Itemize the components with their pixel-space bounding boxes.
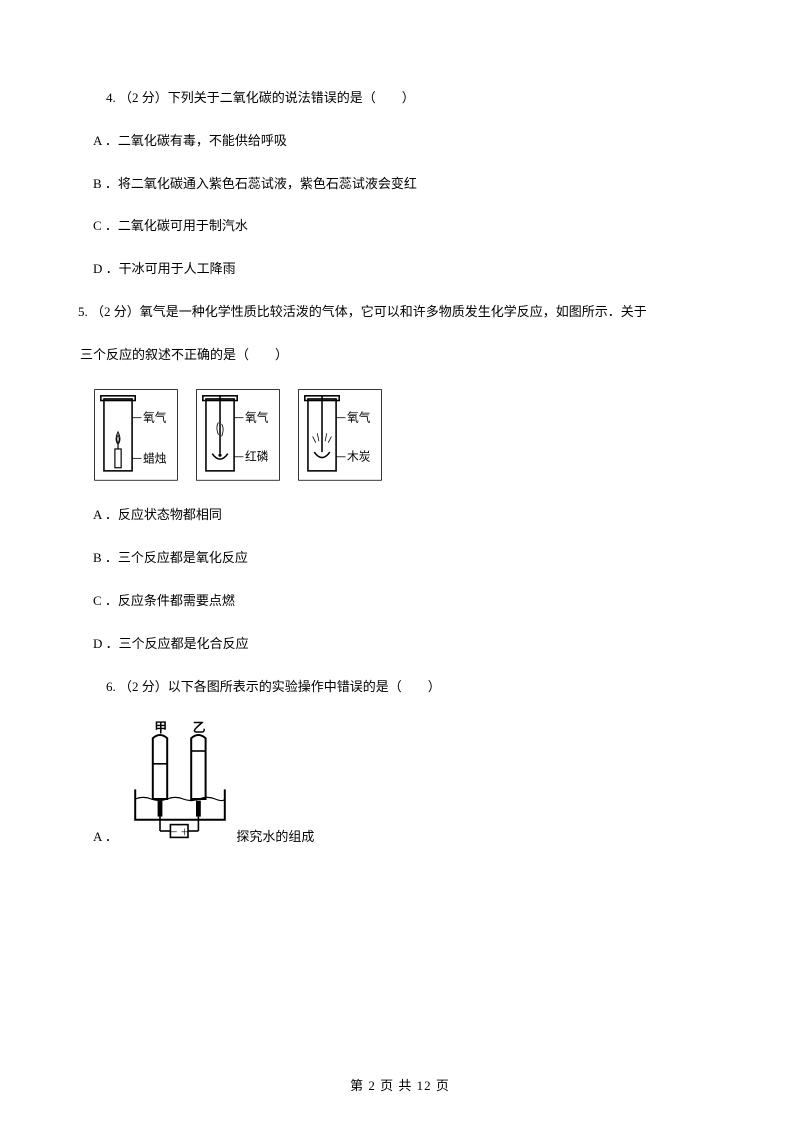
q6-opt-a-row: A ． 甲 乙 － ＋ 探究水的组成	[80, 719, 720, 847]
label-right-tube: 乙	[193, 721, 206, 735]
q4-opt-b: B ．将二氧化碳通入紫色石蕊试液，紫色石蕊试液会变红	[80, 174, 720, 195]
label-left-tube: 甲	[155, 721, 168, 735]
q5-opt-d: D ．三个反应都是化合反应	[80, 634, 720, 655]
q5-stem-line1: 5. （2 分）氧气是一种化学性质比较活泼的气体，它可以和许多物质发生化学反应，…	[52, 302, 720, 323]
q5-stem-line2: 三个反应的叙述不正确的是（ ）	[80, 345, 720, 366]
label-gas-3: 氧气	[347, 410, 371, 424]
q5-figure-row: 氧气 蜡烛 氧气 红磷	[93, 388, 720, 482]
q5-opt-c: C ．反应条件都需要点燃	[80, 591, 720, 612]
label-item-2: 红磷	[245, 449, 269, 463]
q6-opt-a-tail: 探究水的组成	[236, 827, 314, 848]
q4-opt-a: A ．二氧化碳有毒，不能供给呼吸	[80, 131, 720, 152]
electrolysis-diagram: 甲 乙 － ＋	[124, 719, 236, 847]
q4-opt-c: C ．二氧化碳可用于制汽水	[80, 216, 720, 237]
q5-opt-b: B ．三个反应都是氧化反应	[80, 548, 720, 569]
q5-opt-a: A ．反应状态物都相同	[80, 505, 720, 526]
jar-candle-diagram: 氧气 蜡烛	[93, 388, 179, 482]
q4-opt-d: D ．干冰可用于人工降雨	[80, 259, 720, 280]
page-footer: 第 2 页 共 12 页	[0, 1075, 800, 1094]
label-gas-2: 氧气	[245, 410, 269, 424]
label-item-3: 木炭	[347, 450, 371, 463]
page-content: 4. （2 分）下列关于二氧化碳的说法错误的是（ ） A ．二氧化碳有毒，不能供…	[0, 0, 800, 847]
q5-wrap: 5. （2 分）氧气是一种化学性质比较活泼的气体，它可以和许多物质发生化学反应，…	[52, 302, 720, 323]
q6-opt-a-letter: A ．	[93, 827, 118, 848]
jar-charcoal-diagram: 氧气 木炭	[297, 388, 383, 482]
label-item-1: 蜡烛	[143, 452, 167, 465]
battery-label: － ＋	[170, 827, 190, 837]
q4-stem: 4. （2 分）下列关于二氧化碳的说法错误的是（ ）	[80, 88, 720, 109]
label-gas-1: 氧气	[143, 410, 167, 424]
q6-stem: 6. （2 分）以下各图所表示的实验操作中错误的是（ ）	[80, 677, 720, 698]
jar-phosphorus-diagram: 氧气 红磷	[195, 388, 281, 482]
